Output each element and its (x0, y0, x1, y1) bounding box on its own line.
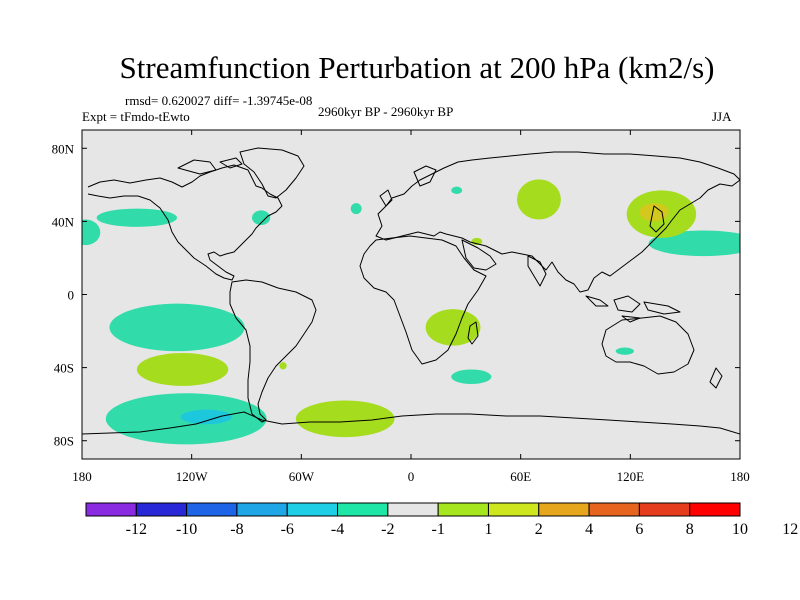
anomaly-region-negative (109, 303, 245, 352)
anomaly-region-negative-strong (180, 409, 232, 425)
lat-tick-label: 0 (68, 288, 75, 303)
coast-south-america (229, 279, 317, 423)
anomaly-region-negative (451, 369, 492, 385)
colorbar-label: 8 (686, 521, 694, 538)
anomaly-region-negative (82, 219, 101, 246)
experiment-label: Expt = tFmdo-tEwto (82, 109, 190, 124)
colorbar-label: -4 (331, 521, 344, 538)
season-label: JJA (712, 109, 732, 124)
lon-tick-label: 60W (289, 469, 315, 484)
colorbar-swatch (487, 502, 540, 517)
colorbar-label: 2 (535, 521, 543, 538)
lon-tick-label: 180 (730, 469, 750, 484)
coast-british-isles (379, 165, 437, 207)
colorbar-label: 1 (484, 521, 492, 538)
colorbar-label: 6 (635, 521, 643, 538)
anomaly-region-negative (648, 230, 740, 257)
colorbar: -12 -10 -8 -6 -4 -2 -1 1 2 4 6 8 10 12 (85, 502, 798, 538)
anomaly-region-negative (96, 208, 178, 227)
colorbar-swatch (85, 502, 137, 517)
colorbar-label: -1 (431, 521, 444, 538)
anomaly-region-positive (295, 400, 395, 438)
colorbar-swatch (186, 502, 238, 517)
colorbar-label: 4 (585, 521, 593, 538)
period-label: 2960kyr BP - 2960kyr BP (318, 104, 454, 119)
colorbar-swatch (135, 502, 188, 517)
anomaly-region-positive (517, 179, 561, 220)
lon-tick-label: 120W (176, 469, 209, 484)
coast-arctic-islands (177, 157, 243, 175)
colorbar-swatch (337, 502, 389, 517)
anomaly-region-positive (136, 352, 229, 386)
coast-australia (601, 315, 695, 375)
coast-maritime-continent (585, 295, 681, 323)
anomaly-region-negative (251, 210, 271, 226)
anomaly-region-positive (425, 309, 481, 346)
colorbar-swatch (437, 502, 489, 517)
coast-eurasia (375, 151, 740, 293)
colorbar-label: -8 (230, 521, 243, 538)
colorbar-swatch (236, 502, 288, 517)
lon-tick-label: 120E (617, 469, 645, 484)
lat-tick-label: 40N (52, 214, 75, 229)
coast-antarctica (82, 411, 740, 435)
colorbar-swatch (387, 502, 439, 517)
colorbar-swatch (286, 502, 339, 517)
colorbar-label: -10 (176, 521, 197, 538)
colorbar-swatch (689, 502, 741, 517)
map-axes: 180 120W 60W 0 60E 120E 180 80N 40N 0 40S 80S (52, 130, 750, 484)
coast-greenland (239, 147, 305, 199)
anomaly-region-negative (350, 203, 362, 215)
coast-madagascar (467, 321, 479, 345)
anomaly-region-positive-strong (639, 203, 669, 222)
lon-tick-label: 0 (408, 469, 415, 484)
anomaly-region-negative (615, 347, 634, 355)
colorbar-label: -2 (381, 521, 394, 538)
stats-line: rmsd= 0.620027 diff= -1.39745e-08 (125, 93, 313, 108)
lon-tick-label: 180 (72, 469, 92, 484)
colorbar-label: 10 (732, 521, 748, 538)
colorbar-label: -12 (126, 521, 147, 538)
colorbar-swatch (538, 502, 590, 517)
colorbar-label: -6 (281, 521, 294, 538)
lat-tick-label: 40S (54, 361, 74, 376)
coast-north-america (87, 164, 283, 281)
lat-tick-label: 80N (52, 141, 75, 156)
coast-africa (359, 235, 487, 365)
colorbar-swatch (588, 502, 640, 517)
colorbar-label: 12 (782, 521, 798, 538)
plot-title: Streamfunction Perturbation at 200 hPa (… (119, 50, 715, 85)
coast-japan (649, 205, 665, 233)
coast-new-zealand (709, 367, 723, 389)
anomaly-region-negative (451, 186, 463, 194)
anomaly-region-positive (279, 362, 287, 370)
colorbar-swatch (638, 502, 691, 517)
lat-tick-label: 80S (54, 434, 74, 449)
coast-arabia-india (461, 239, 547, 287)
coastlines (82, 147, 740, 435)
lon-tick-label: 60E (510, 469, 531, 484)
